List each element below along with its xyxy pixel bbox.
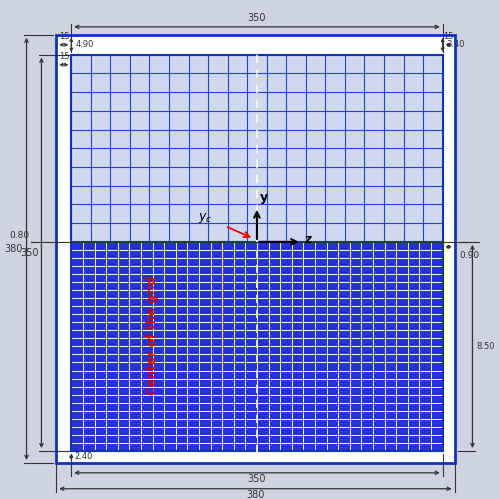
Text: 0.90: 0.90 (460, 251, 479, 260)
Bar (72, 55, 442, 451)
Text: 15: 15 (444, 32, 454, 41)
Text: Center of the grid: Center of the grid (146, 276, 160, 395)
Text: 15: 15 (58, 52, 69, 61)
Bar (72, 55, 442, 242)
Text: 2.40: 2.40 (74, 453, 92, 462)
Text: 4.90: 4.90 (76, 40, 94, 49)
Text: 350: 350 (248, 474, 266, 484)
Text: 380: 380 (4, 244, 22, 254)
Text: 350: 350 (248, 13, 266, 23)
Text: $y_c$: $y_c$ (198, 211, 212, 225)
Bar (56, 35, 454, 463)
Text: y: y (260, 191, 268, 204)
Bar (56, 35, 454, 463)
Text: 15: 15 (58, 32, 69, 41)
Text: z: z (304, 234, 312, 247)
Text: 380: 380 (246, 490, 264, 499)
Bar (72, 242, 442, 451)
Text: 8.50: 8.50 (476, 342, 495, 351)
Text: 0.80: 0.80 (10, 231, 29, 240)
Text: 3.40: 3.40 (446, 40, 465, 49)
Text: 350: 350 (20, 248, 38, 258)
